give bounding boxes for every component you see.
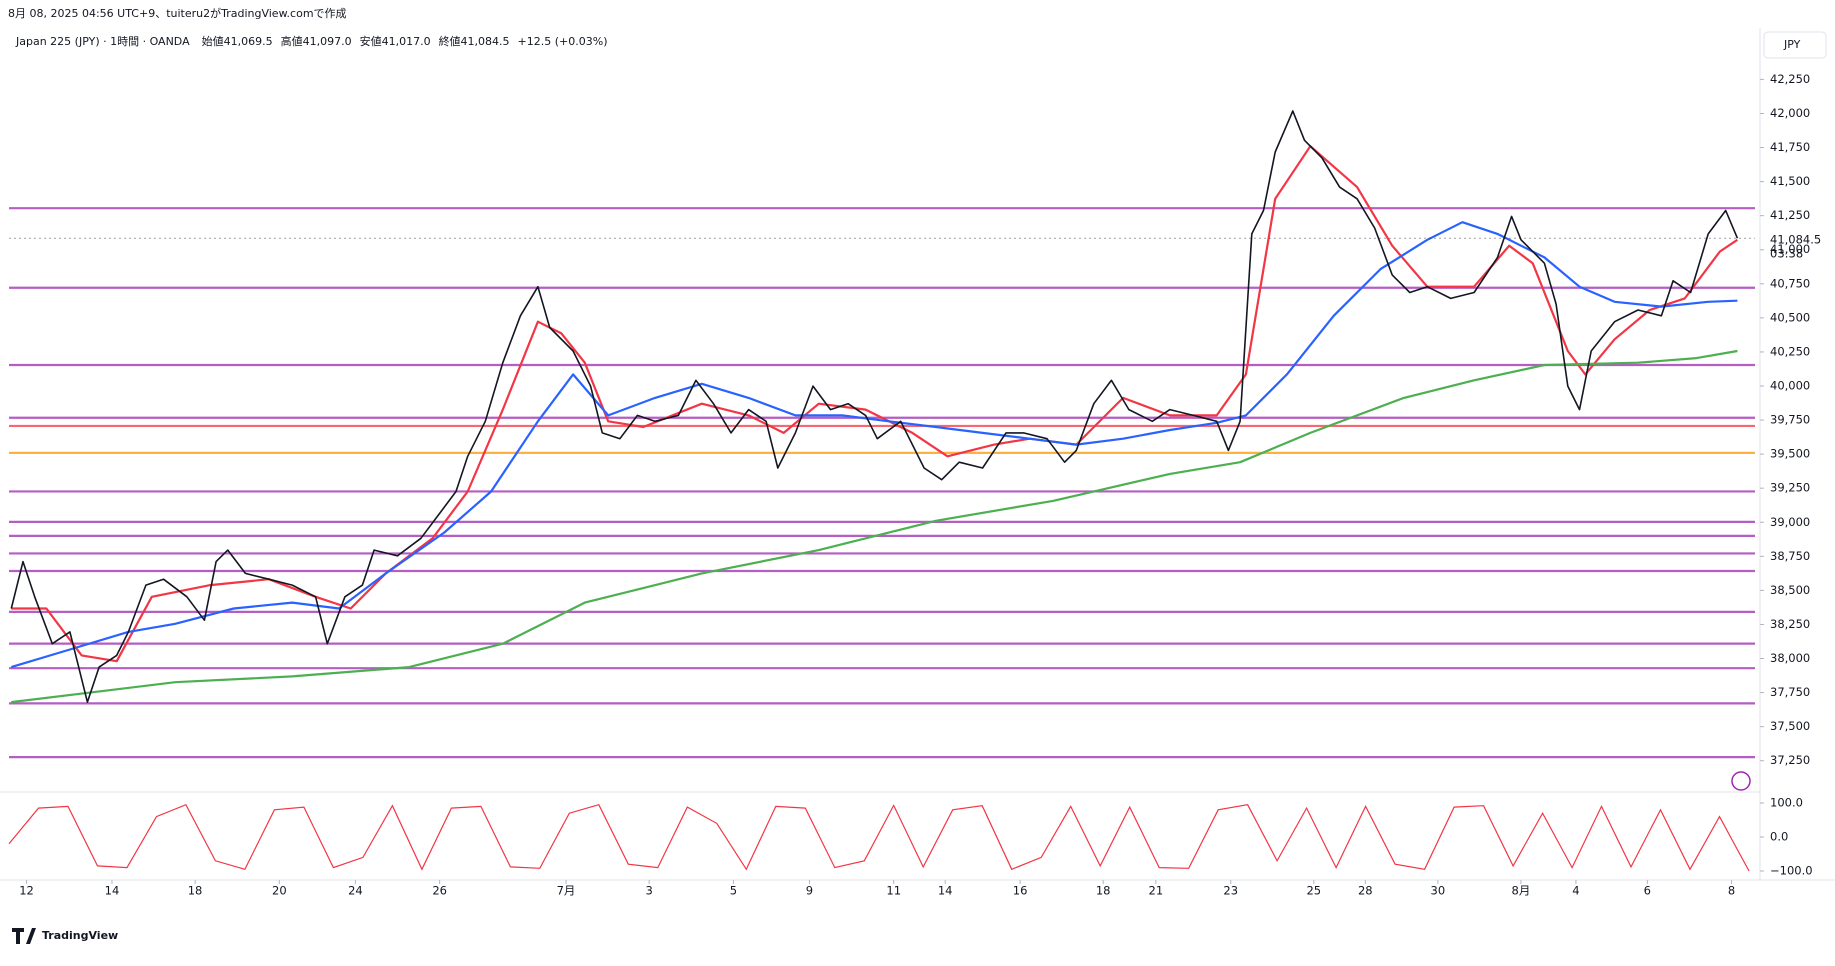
price-line [11,145,1739,663]
logo-icon [12,928,36,944]
countdown: 03:38 [1770,247,1803,261]
osc-tick-label: 0.0 [1770,830,1788,844]
oscillator-line [8,803,1750,872]
x-tick-label: 20 [272,884,287,898]
x-tick-label: 4 [1572,884,1579,898]
x-tick-label: 28 [1358,884,1373,898]
price-line [11,349,1738,704]
x-tick-label: 21 [1149,884,1164,898]
x-tick-label: 8 [1728,884,1735,898]
y-tick-label: 41,750 [1770,140,1810,154]
x-tick-label: 25 [1306,884,1321,898]
y-tick-label: 39,750 [1770,413,1810,427]
y-tick-label: 42,000 [1770,106,1810,120]
x-tick-label: 14 [938,884,953,898]
osc-tick-label: −100.0 [1770,864,1813,878]
x-tick-label: 6 [1644,884,1651,898]
x-tick-label: 7月 [557,884,576,898]
y-tick-label: 39,000 [1770,515,1810,529]
y-tick-label: 40,000 [1770,378,1810,392]
ohlc-value: 高値41,097.0 [281,34,352,48]
x-tick-label: 18 [1096,884,1111,898]
x-tick-label: 9 [806,884,813,898]
osc-tick-label: 100.0 [1770,796,1803,810]
y-tick-label: 37,750 [1770,685,1810,699]
y-tick-label: 42,250 [1770,72,1810,86]
x-tick-label: 24 [348,884,363,898]
ohlc-value: 終値41,084.5 [439,34,510,48]
y-tick-label: 38,000 [1770,651,1810,665]
y-tick-label: 38,250 [1770,617,1810,631]
ohlc-value: 始値41,069.5 [202,34,273,48]
price-line [10,110,1739,703]
price-line [10,221,1738,669]
y-tick-label: 37,250 [1770,753,1810,767]
y-tick-label: 41,000 [1770,242,1810,256]
y-tick-label: 39,500 [1770,447,1810,461]
x-tick-label: 18 [188,884,203,898]
x-tick-label: 30 [1431,884,1446,898]
alert-icon[interactable] [1731,771,1751,791]
brand: TradingView [42,929,118,942]
y-tick-label: 39,250 [1770,481,1810,495]
x-tick-label: 16 [1013,884,1028,898]
x-tick-label: 5 [730,884,737,898]
caption: 8月 08, 2025 04:56 UTC+9、tuiteru2がTrading… [8,6,347,20]
y-tick-label: 40,500 [1770,310,1810,324]
currency-box[interactable] [1763,31,1827,59]
ohlc-value: +12.5 (+0.03%) [518,35,608,48]
y-tick-label: 41,500 [1770,174,1810,188]
x-tick-label: 11 [886,884,901,898]
x-tick-label: 23 [1223,884,1238,898]
x-tick-label: 8月 [1512,884,1531,898]
x-tick-label: 14 [105,884,120,898]
last-price-label: 41,084.5 [1770,233,1821,247]
y-tick-label: 40,250 [1770,344,1810,358]
y-tick-label: 41,250 [1770,208,1810,222]
logo: TradingView [12,928,118,944]
y-tick-label: 37,500 [1770,719,1810,733]
y-tick-label: 38,500 [1770,583,1810,597]
x-tick-label: 3 [645,884,652,898]
x-tick-label: 12 [19,884,34,898]
currency[interactable]: JPY [1783,38,1801,51]
symbol-title: Japan 225 (JPY) · 1時間 · OANDA [15,35,190,48]
y-tick-label: 38,750 [1770,549,1810,563]
x-tick-label: 26 [432,884,447,898]
y-tick-label: 40,750 [1770,276,1810,290]
ohlc-value: 安値41,017.0 [360,34,431,48]
